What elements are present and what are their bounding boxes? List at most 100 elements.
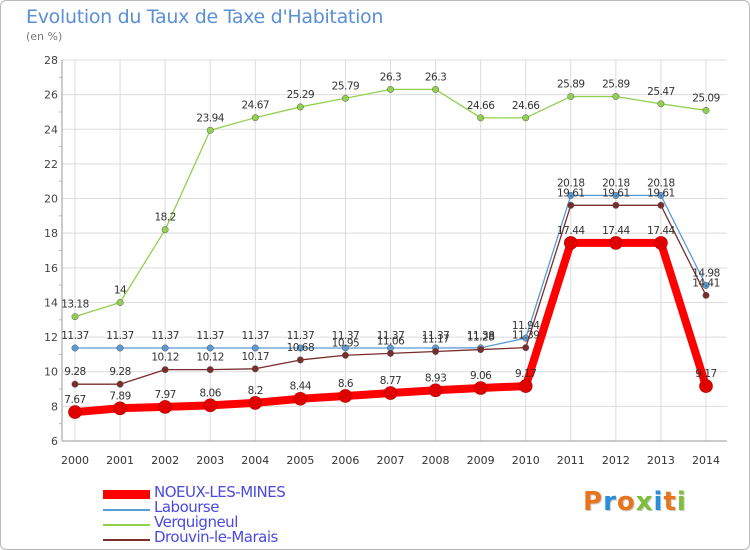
x-tick-label: 2011 xyxy=(557,454,585,467)
data-label: 9.28 xyxy=(64,366,85,378)
data-label: 10.68 xyxy=(287,342,315,354)
data-point xyxy=(161,344,169,352)
data-point xyxy=(68,405,82,419)
data-label: 17.44 xyxy=(557,225,585,237)
y-tick-label: 6 xyxy=(51,435,58,448)
data-label: 20.18 xyxy=(647,177,675,189)
data-point xyxy=(609,236,623,250)
data-point xyxy=(116,299,124,306)
data-label: 11.37 xyxy=(242,330,270,342)
data-point xyxy=(116,380,124,388)
data-label: 11.37 xyxy=(332,330,360,342)
data-label: 8.93 xyxy=(425,372,446,384)
data-label: 25.29 xyxy=(287,89,315,101)
data-label: 8.77 xyxy=(380,375,401,387)
data-label: 9.28 xyxy=(109,366,130,378)
y-tick-label: 18 xyxy=(44,227,58,240)
data-point xyxy=(702,291,710,299)
data-label: 10.95 xyxy=(332,337,360,349)
data-point xyxy=(296,103,304,111)
data-point xyxy=(158,400,172,414)
data-label: 26.3 xyxy=(380,71,401,83)
data-label: 20.18 xyxy=(602,177,630,189)
data-point xyxy=(518,379,533,393)
x-tick-label: 2005 xyxy=(286,454,314,467)
data-label: 9.17 xyxy=(695,368,716,380)
chart-unit-label: (en %) xyxy=(26,30,63,43)
data-label: 17.44 xyxy=(647,225,675,237)
data-point xyxy=(477,114,485,122)
y-tick-label: 8 xyxy=(51,400,58,413)
legend-label: Drouvin-le-Marais xyxy=(154,528,278,546)
x-tick-label: 2010 xyxy=(512,454,540,467)
data-label: 14 xyxy=(114,284,127,296)
data-point xyxy=(161,366,169,374)
data-label: 17.44 xyxy=(602,225,630,237)
x-tick-label: 2008 xyxy=(422,454,450,467)
data-point xyxy=(116,344,124,352)
data-point xyxy=(71,313,79,321)
data-point xyxy=(206,366,214,374)
data-point xyxy=(612,191,620,199)
data-point xyxy=(612,93,620,100)
data-label: 25.89 xyxy=(602,79,630,91)
data-label: 11.28 xyxy=(467,332,495,344)
x-tick-label: 2013 xyxy=(647,454,675,467)
data-label: 19.61 xyxy=(647,187,675,199)
data-label: 24.66 xyxy=(467,100,495,112)
data-label: 11.37 xyxy=(422,330,450,342)
data-label: 14.41 xyxy=(692,277,720,289)
data-point xyxy=(71,380,79,388)
data-point xyxy=(206,126,214,134)
data-label: 20.18 xyxy=(557,177,585,189)
x-tick-label: 2009 xyxy=(467,454,495,467)
data-label: 8.44 xyxy=(290,381,312,393)
data-point xyxy=(563,236,578,250)
x-tick-label: 2001 xyxy=(106,454,134,467)
data-point xyxy=(657,191,665,199)
x-tick-label: 2006 xyxy=(331,454,359,467)
data-label: 24.67 xyxy=(242,100,270,112)
x-tick-label: 2002 xyxy=(151,454,179,467)
data-label: 13.18 xyxy=(61,299,89,311)
data-point xyxy=(387,349,394,357)
data-point xyxy=(522,114,530,122)
data-point xyxy=(654,236,668,250)
y-tick-label: 10 xyxy=(44,366,58,379)
data-point xyxy=(338,389,353,403)
y-tick-label: 22 xyxy=(44,158,58,171)
legend-label: Labourse xyxy=(154,498,219,516)
data-point xyxy=(567,191,575,199)
data-label: 7.89 xyxy=(109,390,130,402)
data-label: 19.61 xyxy=(602,187,630,199)
data-label: 7.97 xyxy=(154,389,175,401)
data-label: 9.17 xyxy=(515,368,536,380)
data-point xyxy=(383,386,398,400)
data-label: 23.94 xyxy=(196,112,224,124)
data-label: 11.94 xyxy=(512,320,540,332)
chart-title: Evolution du Taux de Taxe d'Habitation xyxy=(26,6,384,28)
y-tick-label: 20 xyxy=(44,193,58,206)
data-point xyxy=(387,85,394,93)
data-label: 18.2 xyxy=(154,212,175,224)
data-label: 8.6 xyxy=(338,378,354,390)
data-point xyxy=(473,381,488,395)
data-label: 14.98 xyxy=(692,267,720,279)
data-label: 11.38 xyxy=(467,330,495,342)
data-point xyxy=(612,201,620,209)
x-tick-label: 2007 xyxy=(377,454,405,467)
data-point xyxy=(296,344,304,352)
data-point xyxy=(699,379,713,393)
data-point xyxy=(341,351,349,359)
data-point xyxy=(293,391,308,406)
data-label: 26.3 xyxy=(425,71,446,83)
data-label: 10.17 xyxy=(242,351,270,363)
data-point xyxy=(702,106,710,114)
data-label: 11.37 xyxy=(287,330,315,342)
y-tick-label: 28 xyxy=(44,54,58,67)
data-label: 11.06 xyxy=(377,335,405,347)
data-point xyxy=(113,401,127,416)
data-point xyxy=(657,201,665,209)
